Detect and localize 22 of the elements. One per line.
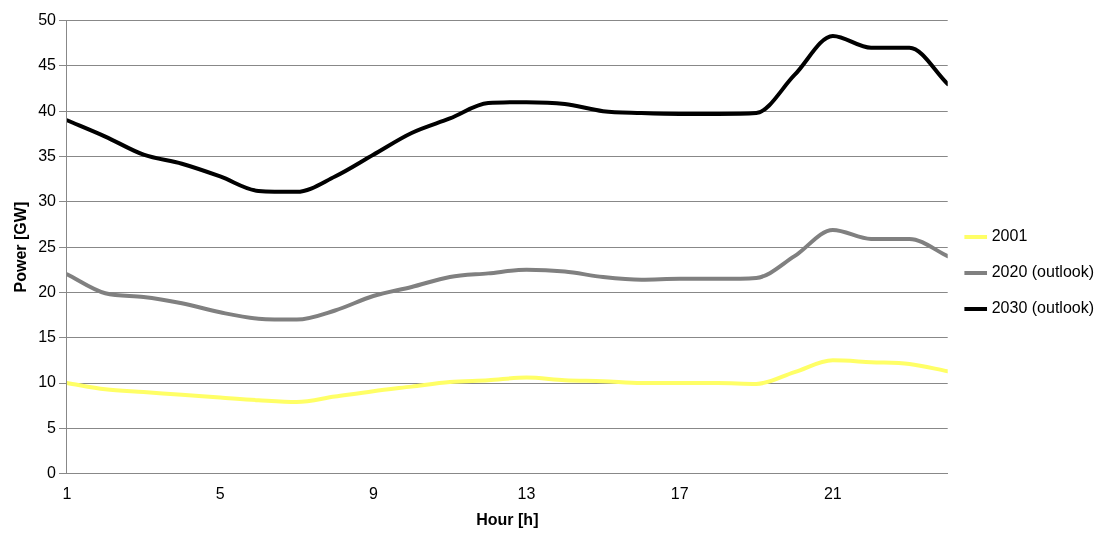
x-tick-label: 1: [62, 484, 72, 502]
y-tick-label: 10: [38, 373, 57, 391]
y-tick-label: 40: [38, 101, 57, 119]
legend-label: 2030 (outlook): [991, 299, 1095, 317]
x-tick-label: 13: [517, 484, 536, 502]
legend-label: 2020 (outlook): [991, 263, 1095, 281]
x-axis-title: Hour [h]: [476, 510, 539, 528]
y-tick-label: 5: [47, 418, 57, 436]
x-tick-label: 9: [368, 484, 378, 502]
y-tick-label: 15: [38, 328, 57, 346]
y-tick-label: 25: [38, 237, 57, 255]
y-tick-label: 20: [38, 282, 57, 300]
x-tick-label: 5: [215, 484, 225, 502]
y-axis-title: Power [GW]: [12, 201, 30, 293]
y-tick-label: 45: [38, 56, 57, 74]
y-tick-label: 0: [47, 464, 57, 482]
x-tick-label: 21: [823, 484, 842, 502]
y-tick-label: 30: [38, 192, 57, 210]
y-tick-label: 50: [38, 11, 57, 29]
y-tick-label: 35: [38, 146, 57, 164]
legend-label: 2001: [991, 227, 1028, 245]
x-tick-label: 17: [670, 484, 689, 502]
